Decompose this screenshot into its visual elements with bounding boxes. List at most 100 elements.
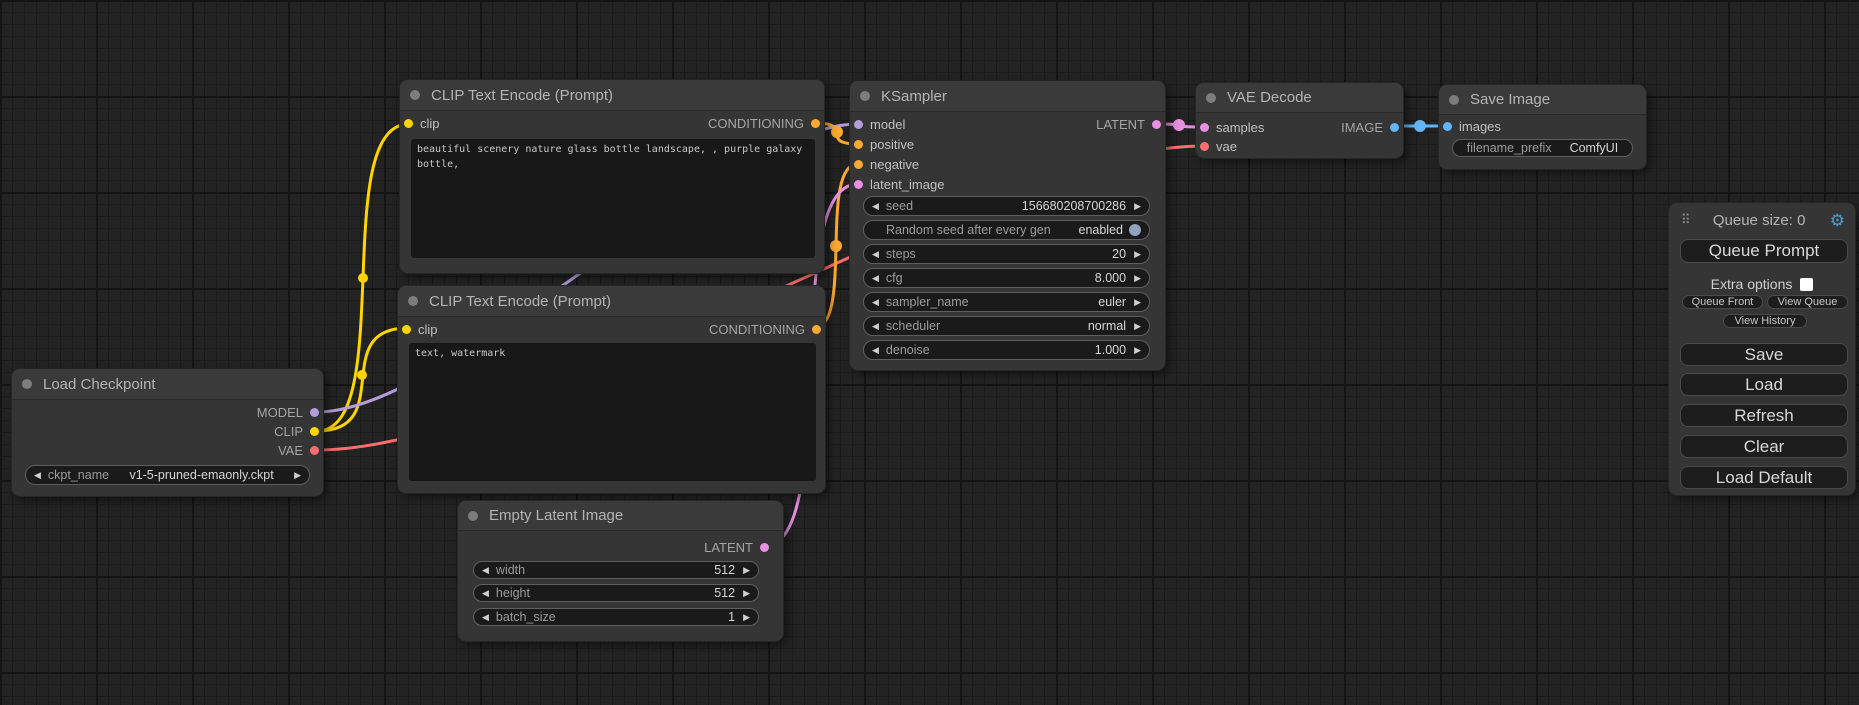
toggle-enabled-icon[interactable] bbox=[1129, 224, 1141, 236]
collapse-dot-icon[interactable] bbox=[1449, 94, 1459, 105]
settings-gear-icon[interactable]: ⚙ bbox=[1829, 210, 1845, 230]
increment-arrow-icon[interactable]: ▶ bbox=[294, 469, 301, 480]
node-save-image[interactable]: Save Image images filename_prefix ComfyU… bbox=[1439, 85, 1646, 169]
output-slot-conditioning[interactable]: CONDITIONING bbox=[709, 322, 821, 337]
increment-arrow-icon[interactable]: ▶ bbox=[743, 564, 750, 575]
input-slot-latent-image[interactable]: latent_image bbox=[850, 174, 1165, 194]
conditioning-slot-icon[interactable] bbox=[854, 139, 863, 149]
conditioning-slot-icon[interactable] bbox=[812, 324, 821, 334]
vae-slot-icon[interactable] bbox=[1200, 141, 1209, 151]
collapse-dot-icon[interactable] bbox=[860, 91, 870, 101]
node-clip-encode-positive[interactable]: CLIP Text Encode (Prompt) clip CONDITION… bbox=[400, 80, 824, 273]
filename-prefix-widget[interactable]: filename_prefix ComfyUI bbox=[1452, 139, 1633, 157]
node-title-bar[interactable]: Load Checkpoint bbox=[12, 369, 323, 400]
decrement-arrow-icon[interactable]: ◀ bbox=[482, 587, 489, 598]
load-default-button[interactable]: Load Default bbox=[1680, 466, 1848, 489]
sampler-name-widget[interactable]: ◀ sampler_name euler ▶ bbox=[863, 292, 1150, 312]
view-history-button[interactable]: View History bbox=[1723, 314, 1807, 328]
node-title-bar[interactable]: CLIP Text Encode (Prompt) bbox=[398, 286, 825, 317]
decrement-arrow-icon[interactable]: ◀ bbox=[872, 296, 879, 307]
output-slot-latent[interactable]: LATENT bbox=[1096, 117, 1161, 132]
latent-slot-icon[interactable] bbox=[1200, 122, 1209, 132]
steps-widget[interactable]: ◀ steps 20 ▶ bbox=[863, 244, 1150, 264]
random-seed-toggle-widget[interactable]: Random seed after every gen enabled bbox=[863, 220, 1150, 240]
extra-options-checkbox[interactable] bbox=[1800, 277, 1814, 291]
refresh-button[interactable]: Refresh bbox=[1680, 404, 1848, 427]
output-slot-image[interactable]: IMAGE bbox=[1341, 120, 1399, 135]
input-slot-model[interactable]: model bbox=[854, 117, 905, 132]
batch-size-widget[interactable]: ◀ batch_size 1 ▶ bbox=[473, 608, 759, 626]
decrement-arrow-icon[interactable]: ◀ bbox=[34, 469, 41, 480]
output-slot-model[interactable]: MODEL bbox=[12, 402, 323, 422]
vae-slot-icon[interactable] bbox=[310, 445, 319, 455]
view-queue-button[interactable]: View Queue bbox=[1767, 295, 1848, 309]
node-title-bar[interactable]: CLIP Text Encode (Prompt) bbox=[400, 80, 824, 111]
latent-slot-icon[interactable] bbox=[760, 542, 769, 552]
decrement-arrow-icon[interactable]: ◀ bbox=[872, 272, 879, 283]
output-slot-clip[interactable]: CLIP bbox=[12, 421, 323, 441]
node-ksampler[interactable]: KSampler model LATENT positive negative … bbox=[850, 81, 1165, 370]
cfg-widget[interactable]: ◀ cfg 8.000 ▶ bbox=[863, 268, 1150, 288]
input-slot-clip[interactable]: clip bbox=[404, 116, 440, 131]
prompt-textarea[interactable]: text, watermark bbox=[409, 343, 816, 481]
increment-arrow-icon[interactable]: ▶ bbox=[1134, 272, 1141, 283]
input-slot-clip[interactable]: clip bbox=[402, 322, 438, 337]
drag-handle-icon[interactable]: ⠿ bbox=[1681, 212, 1690, 227]
image-slot-icon[interactable] bbox=[1390, 122, 1399, 132]
decrement-arrow-icon[interactable]: ◀ bbox=[482, 611, 489, 622]
node-title-bar[interactable]: Empty Latent Image bbox=[458, 501, 783, 531]
node-vae-decode[interactable]: VAE Decode samples IMAGE vae bbox=[1196, 83, 1403, 158]
collapse-dot-icon[interactable] bbox=[468, 510, 478, 521]
increment-arrow-icon[interactable]: ▶ bbox=[1134, 344, 1141, 355]
queue-front-button[interactable]: Queue Front bbox=[1682, 295, 1763, 309]
decrement-arrow-icon[interactable]: ◀ bbox=[872, 344, 879, 355]
collapse-dot-icon[interactable] bbox=[410, 90, 420, 100]
scheduler-widget[interactable]: ◀ scheduler normal ▶ bbox=[863, 316, 1150, 336]
model-slot-icon[interactable] bbox=[854, 119, 863, 129]
decrement-arrow-icon[interactable]: ◀ bbox=[482, 564, 489, 575]
collapse-dot-icon[interactable] bbox=[1206, 92, 1216, 103]
conditioning-slot-icon[interactable] bbox=[854, 159, 863, 169]
node-title-bar[interactable]: KSampler bbox=[850, 81, 1165, 112]
collapse-dot-icon[interactable] bbox=[408, 296, 418, 306]
model-slot-icon[interactable] bbox=[310, 407, 319, 417]
increment-arrow-icon[interactable]: ▶ bbox=[1134, 248, 1141, 259]
node-empty-latent-image[interactable]: Empty Latent Image LATENT ◀ width 512 ▶ … bbox=[458, 501, 783, 641]
output-slot-conditioning[interactable]: CONDITIONING bbox=[708, 116, 820, 131]
clip-slot-icon[interactable] bbox=[310, 426, 319, 436]
node-load-checkpoint[interactable]: Load Checkpoint MODEL CLIP VAE ◀ ckpt_na… bbox=[12, 369, 323, 496]
conditioning-slot-icon[interactable] bbox=[811, 118, 820, 128]
input-slot-images[interactable]: images bbox=[1439, 116, 1646, 136]
increment-arrow-icon[interactable]: ▶ bbox=[743, 611, 750, 622]
decrement-arrow-icon[interactable]: ◀ bbox=[872, 200, 879, 211]
clip-slot-icon[interactable] bbox=[404, 118, 413, 128]
load-button[interactable]: Load bbox=[1680, 373, 1848, 396]
increment-arrow-icon[interactable]: ▶ bbox=[1134, 200, 1141, 211]
save-button[interactable]: Save bbox=[1680, 343, 1848, 366]
input-slot-vae[interactable]: vae bbox=[1196, 136, 1403, 156]
output-slot-vae[interactable]: VAE bbox=[12, 440, 323, 460]
prompt-textarea[interactable]: beautiful scenery nature glass bottle la… bbox=[411, 139, 815, 258]
decrement-arrow-icon[interactable]: ◀ bbox=[872, 320, 879, 331]
queue-prompt-button[interactable]: Queue Prompt bbox=[1680, 239, 1848, 263]
input-slot-samples[interactable]: samples bbox=[1200, 120, 1264, 135]
node-title-bar[interactable]: Save Image bbox=[1439, 85, 1646, 115]
clear-button[interactable]: Clear bbox=[1680, 435, 1848, 458]
clip-slot-icon[interactable] bbox=[402, 324, 411, 334]
latent-slot-icon[interactable] bbox=[1152, 119, 1161, 129]
increment-arrow-icon[interactable]: ▶ bbox=[743, 587, 750, 598]
width-widget[interactable]: ◀ width 512 ▶ bbox=[473, 561, 759, 579]
node-title-bar[interactable]: VAE Decode bbox=[1196, 83, 1403, 113]
latent-slot-icon[interactable] bbox=[854, 179, 863, 189]
height-widget[interactable]: ◀ height 512 ▶ bbox=[473, 584, 759, 602]
seed-widget[interactable]: ◀ seed 156680208700286 ▶ bbox=[863, 196, 1150, 216]
image-slot-icon[interactable] bbox=[1443, 121, 1452, 131]
decrement-arrow-icon[interactable]: ◀ bbox=[872, 248, 879, 259]
increment-arrow-icon[interactable]: ▶ bbox=[1134, 320, 1141, 331]
input-slot-positive[interactable]: positive bbox=[850, 134, 1165, 154]
output-slot-latent[interactable]: LATENT bbox=[458, 537, 783, 557]
denoise-widget[interactable]: ◀ denoise 1.000 ▶ bbox=[863, 340, 1150, 360]
node-clip-encode-negative[interactable]: CLIP Text Encode (Prompt) clip CONDITION… bbox=[398, 286, 825, 493]
ckpt-name-widget[interactable]: ◀ ckpt_name v1-5-pruned-emaonly.ckpt ▶ bbox=[25, 465, 310, 485]
input-slot-negative[interactable]: negative bbox=[850, 154, 1165, 174]
